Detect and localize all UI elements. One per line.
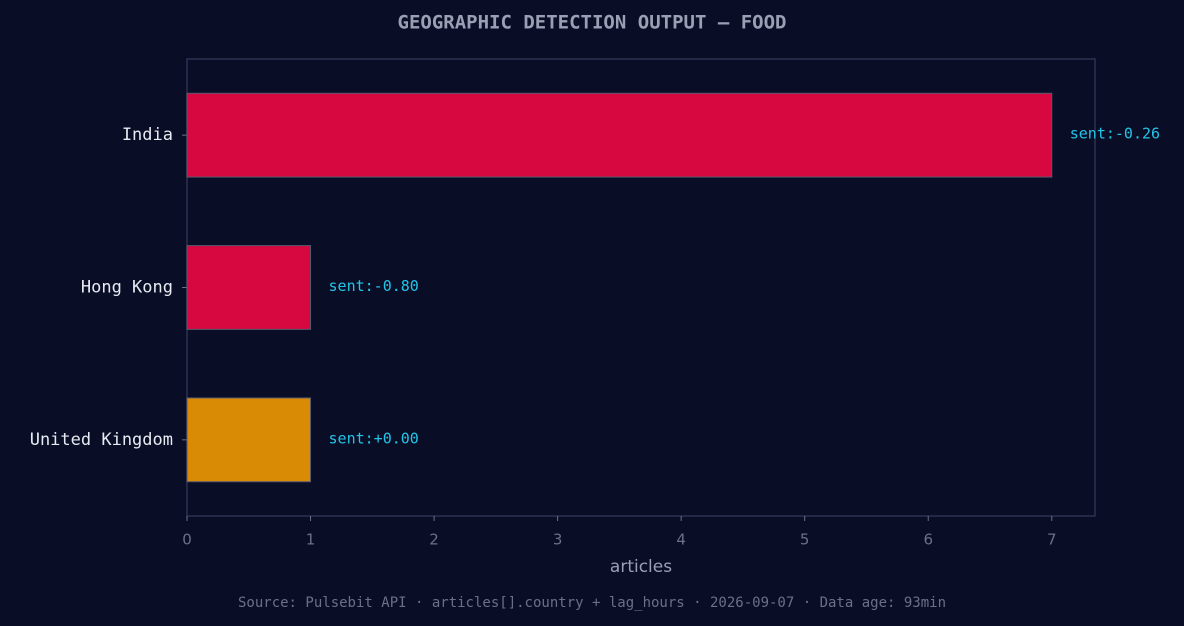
bar (186, 92, 1053, 178)
x-tick-label: 2 (429, 531, 439, 549)
x-tick-label: 4 (676, 531, 686, 549)
bar-annotation: sent:-0.80 (329, 277, 419, 295)
y-tick-label: Hong Kong (81, 278, 173, 298)
bar-annotation: sent:-0.26 (1070, 125, 1160, 143)
bar-annotation: sent:+0.00 (329, 429, 419, 447)
x-tick-label: 0 (182, 531, 192, 549)
x-axis-label: articles (610, 557, 672, 577)
bar (186, 245, 312, 330)
chart-title: GEOGRAPHIC DETECTION OUTPUT — FOOD (398, 12, 787, 34)
bar (186, 397, 312, 483)
x-tick-label: 1 (306, 531, 316, 549)
y-tick-label: United Kingdom (30, 430, 173, 450)
x-tick-label: 7 (1047, 531, 1057, 549)
y-tick-label: India (122, 125, 173, 145)
source-note: Source: Pulsebit API · articles[].countr… (238, 595, 946, 611)
x-tick-label: 3 (553, 531, 563, 549)
x-tick-label: 6 (923, 531, 933, 549)
x-tick-label: 5 (800, 531, 810, 549)
